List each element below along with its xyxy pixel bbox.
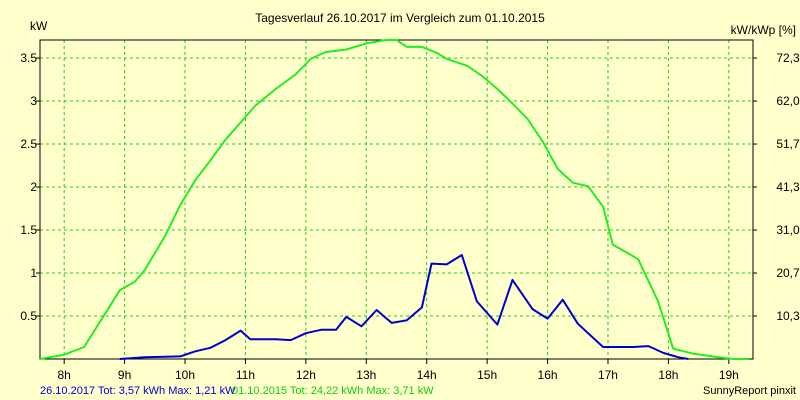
grid bbox=[40, 40, 753, 359]
y-tick-label-left: 2 bbox=[30, 180, 37, 194]
y-tick-label-left: 3.5 bbox=[20, 51, 37, 65]
legend-series-2015: 01.10.2015 Tot: 24,22 kWh Max: 3,71 kW bbox=[232, 385, 434, 397]
y-tick-label-right: 10,3 bbox=[776, 309, 800, 323]
y-tick-label-left: 0.5 bbox=[20, 309, 37, 323]
x-tick-label: 9h bbox=[118, 368, 131, 382]
y-axis-label-left: kW bbox=[30, 19, 48, 33]
x-tick-label: 11h bbox=[236, 368, 255, 382]
x-tick-label: 19h bbox=[719, 368, 739, 382]
x-tick-label: 8h bbox=[57, 368, 70, 382]
y-tick-label-left: 2.5 bbox=[20, 137, 37, 151]
x-tick-label: 16h bbox=[538, 368, 558, 382]
y-tick-label-left: 1.5 bbox=[20, 223, 37, 237]
y-tick-label-right: 31,0 bbox=[776, 223, 800, 237]
series-line-01-10-2015 bbox=[39, 39, 749, 360]
chart-title: Tagesverlauf 26.10.2017 im Vergleich zum… bbox=[255, 11, 545, 25]
series-line-26-10-2017 bbox=[119, 254, 689, 360]
x-tick-label: 17h bbox=[598, 368, 618, 382]
x-tick-label: 13h bbox=[356, 368, 376, 382]
y-tick-label-right: 62,0 bbox=[776, 94, 800, 108]
y-axis-label-right: kW/kWp [%] bbox=[731, 23, 796, 37]
x-tick-label: 10h bbox=[175, 368, 195, 382]
axis-ticks: 8h 9h 10h 11h 12h 13h 14h 15h 16h 17h 18h 19h 0.5 1 1.… bbox=[20, 51, 800, 382]
y-tick-label-right: 72,3 bbox=[776, 51, 800, 65]
y-tick-label-right: 51,7 bbox=[776, 137, 800, 151]
x-tick-label: 15h bbox=[477, 368, 497, 382]
x-tick-label: 18h bbox=[658, 368, 678, 382]
y-tick-label-left: 3 bbox=[30, 94, 37, 108]
plot-frame bbox=[39, 39, 754, 360]
y-tick-label-left: 1 bbox=[30, 266, 37, 280]
x-tick-label: 14h bbox=[417, 368, 437, 382]
x-tick-label: 12h bbox=[296, 368, 316, 382]
legend-series-2017: 26.10.2017 Tot: 3,57 kWh Max: 1,21 kW bbox=[40, 385, 236, 397]
credit-text: SunnyReport pinxit bbox=[703, 385, 796, 397]
series-lines bbox=[39, 39, 749, 360]
y-tick-label-right: 20,7 bbox=[776, 266, 800, 280]
y-tick-label-right: 41,3 bbox=[776, 180, 800, 194]
